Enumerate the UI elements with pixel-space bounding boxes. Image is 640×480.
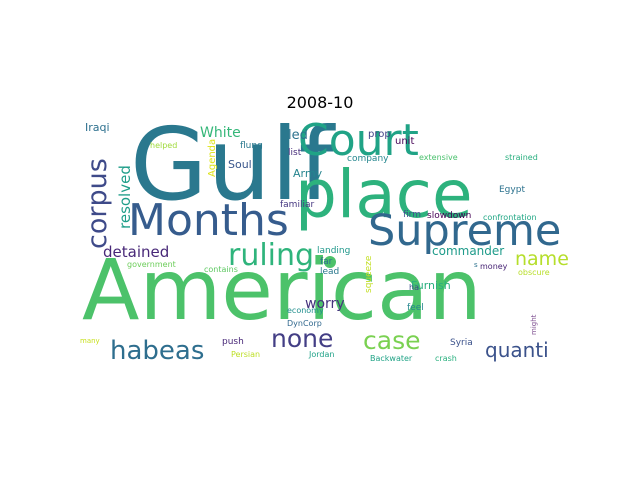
- word-american: American: [82, 241, 482, 339]
- word-army: Army: [293, 167, 323, 180]
- dot-mark: [324, 256, 336, 268]
- word-persian: Persian: [231, 350, 260, 359]
- word-feel: feel: [407, 303, 424, 313]
- word-economy: economy: [287, 306, 324, 315]
- word-unit: unit: [395, 136, 414, 147]
- word-flung: flung: [240, 141, 263, 151]
- word-ha: ha: [409, 283, 419, 292]
- word-money: money: [480, 262, 508, 271]
- word-might: might: [530, 314, 538, 335]
- word-habeas: habeas: [110, 336, 204, 364]
- word-agenda: Agenda: [207, 139, 218, 177]
- word-push: push: [222, 337, 244, 347]
- word-familiar: familiar: [280, 200, 314, 210]
- word-obscure: obscure: [518, 268, 550, 277]
- word-many: many: [80, 337, 100, 345]
- word-list: list: [288, 148, 302, 158]
- word-far: far: [320, 257, 333, 267]
- word-resolved: resolved: [116, 165, 134, 229]
- word-government: government: [127, 260, 176, 269]
- word-place: place: [295, 156, 473, 233]
- word-landing: landing: [317, 246, 350, 256]
- word-name: name: [515, 248, 569, 270]
- word-confrontation: confrontation: [483, 213, 537, 222]
- word-led: led: [288, 128, 308, 143]
- word-gulf: Gulf: [130, 117, 337, 223]
- word-squeeze: squeeze: [364, 255, 374, 293]
- word-syria: Syria: [450, 338, 473, 348]
- word-backwater: Backwater: [370, 354, 413, 363]
- word-crash: crash: [435, 354, 457, 363]
- word-contains: contains: [204, 265, 238, 274]
- word-furnish: Furnish: [411, 279, 451, 292]
- word-worry: worry: [305, 296, 345, 312]
- word-corpus: corpus: [82, 158, 113, 249]
- word-detained: detained: [103, 243, 169, 261]
- word-strained: strained: [505, 153, 538, 162]
- word-extensive: extensive: [419, 153, 458, 162]
- word-white: White: [200, 125, 241, 141]
- word-soul: Soul: [228, 158, 252, 171]
- word-lead: lead: [320, 267, 339, 277]
- word-iraqi: Iraqi: [85, 121, 110, 134]
- word-ruling: ruling: [228, 238, 314, 273]
- word-dyncorp: DynCorp: [287, 319, 322, 328]
- word-none: none: [271, 324, 333, 353]
- word-prop: prop: [368, 129, 391, 140]
- word-case: case: [363, 326, 420, 355]
- word-firm: firm: [403, 210, 421, 220]
- word-helped: helped: [150, 141, 177, 150]
- word-s: s: [474, 261, 478, 269]
- word-slowdown: slowdown: [427, 211, 471, 221]
- word-supreme: Supreme: [368, 206, 561, 256]
- word-jordan: Jordan: [308, 350, 334, 359]
- chart-title: 2008-10: [286, 93, 354, 112]
- word-quanti: quanti: [485, 338, 549, 362]
- word-commander: commander: [432, 244, 504, 258]
- word-company: company: [347, 154, 389, 164]
- word-court: Court: [298, 117, 419, 166]
- word-egypt: Egypt: [499, 185, 525, 195]
- word-months: Months: [128, 195, 289, 246]
